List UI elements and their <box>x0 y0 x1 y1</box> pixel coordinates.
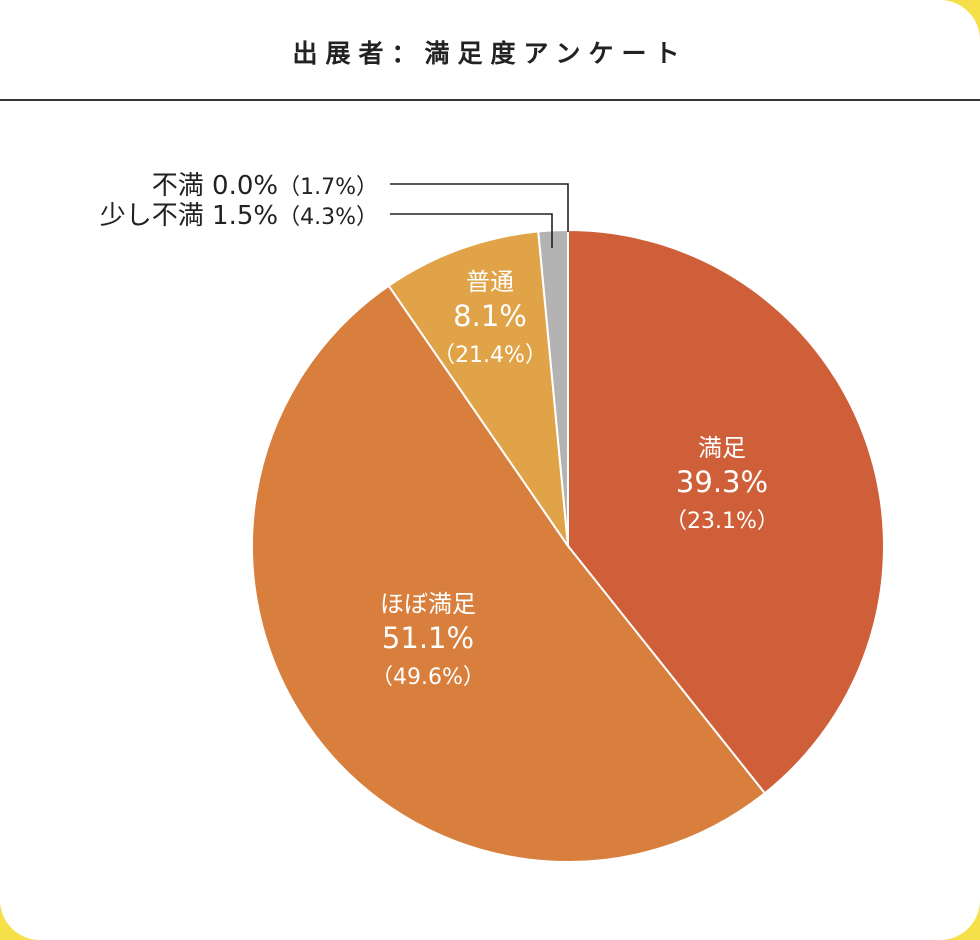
slice-label: ほぼ満足 <box>380 590 476 618</box>
slice-outside-label: 少し不満 1.5%（4.3%） <box>100 201 378 231</box>
slice-label: 普通 <box>466 268 514 296</box>
slice-value: 8.1% <box>453 299 527 333</box>
slice-outside-label: 不満 0.0%（1.7%） <box>152 171 378 201</box>
leader-line <box>390 183 569 232</box>
leader-line <box>390 213 553 248</box>
slice-label: 満足 <box>698 434 746 462</box>
pie-slice-0 <box>567 228 885 795</box>
chart-title: 出展者：満足度アンケート <box>292 39 688 68</box>
slice-value: 39.3% <box>676 465 768 499</box>
pie-slice-1 <box>251 284 767 863</box>
slice-secondary-value: （23.1%） <box>665 509 779 534</box>
slice-secondary-value: （21.4%） <box>433 343 547 368</box>
slice-value: 51.1% <box>382 621 474 655</box>
pie-slice-2 <box>387 230 570 550</box>
slice-secondary-value: （49.6%） <box>371 665 485 690</box>
title-divider <box>0 99 980 101</box>
